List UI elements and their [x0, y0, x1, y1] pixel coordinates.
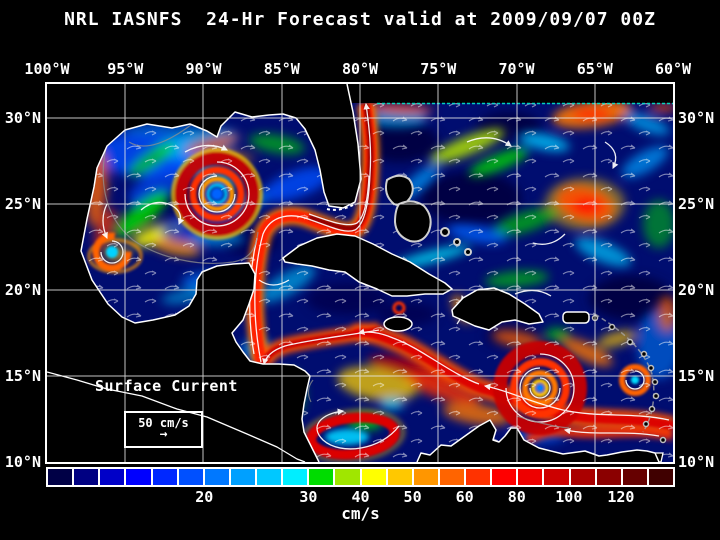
colorbar-cell: [335, 469, 360, 485]
colorbar-cell: [204, 469, 229, 485]
lon-label: 95°W: [107, 60, 144, 78]
colorbar-unit: cm/s: [341, 504, 380, 523]
colorbar-cell: [622, 469, 647, 485]
colorbar-cell: [100, 469, 125, 485]
florida-keys: [326, 204, 354, 211]
colorbar-cell: [152, 469, 177, 485]
domain-boundary-mask: [343, 84, 673, 103]
colorbar-cell: [439, 469, 464, 485]
legend-label: Surface Current: [95, 377, 238, 395]
colorbar-ticks: 20 30 40 50 60 80 100 120: [48, 488, 673, 506]
jamaica: [383, 316, 413, 332]
colorbar-tick-label: 50: [403, 488, 422, 506]
lon-label: 85°W: [263, 60, 300, 78]
map-frame: Surface Current 50 cm/s →: [45, 82, 675, 464]
lon-label: 60°W: [654, 60, 692, 78]
colorbar-cell: [544, 469, 569, 485]
colorbar-tick-label: 100: [555, 488, 583, 506]
scale-box: 50 cm/s →: [124, 411, 203, 448]
gulf-coastline: [80, 84, 362, 462]
lat-label: 10°N: [4, 453, 41, 471]
cuba: [282, 233, 453, 297]
colorbar-tick-label: 20: [195, 488, 214, 506]
lon-label: 70°W: [498, 60, 535, 78]
colorbar-cell: [283, 469, 308, 485]
scale-arrow-icon: →: [159, 427, 168, 442]
colorbar-cell: [570, 469, 595, 485]
lon-label: 65°W: [576, 60, 613, 78]
colorbar: [46, 467, 675, 487]
colorbar-cell: [257, 469, 282, 485]
lat-label: 20°N: [4, 281, 41, 299]
south-america: [417, 420, 659, 462]
colorbar-cell: [230, 469, 255, 485]
lat-label: 30°N: [4, 109, 41, 127]
colorbar-tick-label: 30: [299, 488, 318, 506]
colorbar-cell: [648, 469, 673, 485]
colorbar-cell: [596, 469, 621, 485]
hispaniola: [451, 287, 544, 331]
colorbar-cell: [309, 469, 334, 485]
graticule: [47, 84, 673, 462]
lat-label: 10°N: [678, 453, 715, 471]
bathymetry-contours: [102, 121, 655, 433]
colorbar-tick-label: 60: [455, 488, 474, 506]
colorbar-cell: [48, 469, 73, 485]
scale-value: 50 cm/s: [138, 416, 189, 430]
latitude-axis-right: 30°N 25°N 20°N 15°N 10°N: [677, 109, 720, 471]
lat-label: 15°N: [4, 367, 41, 385]
page-title: NRL IASNFS 24-Hr Forecast valid at 2009/…: [64, 9, 656, 30]
longitude-axis: 100°W 95°W 90°W 85°W 80°W 75°W 70°W 65°W 60°W: [24, 60, 691, 78]
lon-label: 100°W: [24, 60, 70, 78]
colorbar-tick-label: 80: [507, 488, 526, 506]
surface-current-map: [47, 84, 673, 462]
lat-label: 15°N: [678, 367, 715, 385]
latitude-axis-left: 30°N 25°N 20°N 15°N 10°N: [0, 109, 43, 471]
lon-label: 90°W: [185, 60, 222, 78]
lat-label: 20°N: [678, 281, 715, 299]
colorbar-tick-label: 40: [351, 488, 370, 506]
colorbar-tick-label: 120: [607, 488, 635, 506]
lon-label: 75°W: [420, 60, 457, 78]
colorbar-cell: [178, 469, 203, 485]
south-america-coastline: [416, 419, 660, 462]
colorbar-cell: [74, 469, 99, 485]
colorbar-cell: [387, 469, 412, 485]
puerto-rico: [562, 311, 590, 324]
pacific-coastline: [47, 371, 306, 462]
lat-label: 30°N: [678, 109, 715, 127]
lon-label: 80°W: [341, 60, 379, 78]
colorbar-cell: [466, 469, 491, 485]
bahama-banks: [384, 174, 472, 256]
lat-label: 25°N: [4, 195, 41, 213]
lesser-antilles: [591, 314, 667, 444]
colorbar-cell: [126, 469, 151, 485]
lat-label: 25°N: [678, 195, 715, 213]
colorbar-cell: [492, 469, 517, 485]
colorbar-cell: [518, 469, 543, 485]
colorbar-cell: [413, 469, 438, 485]
colorbar-cell: [361, 469, 386, 485]
